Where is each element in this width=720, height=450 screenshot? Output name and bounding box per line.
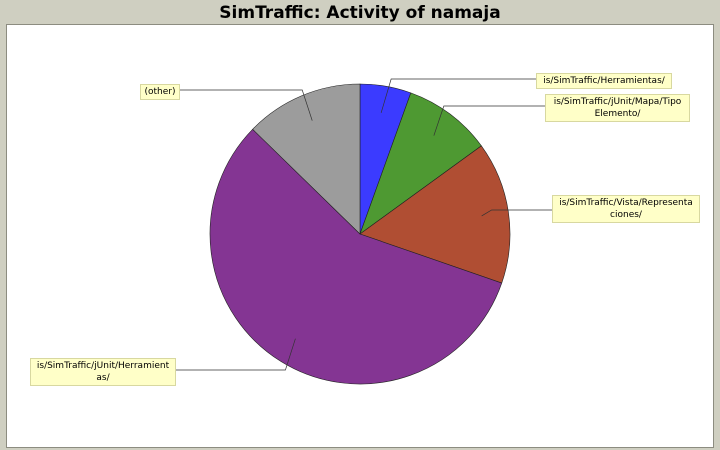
slice-label-text: (other) (144, 87, 176, 97)
pie-slice (359, 92, 482, 235)
slice-label-other: (other) (140, 84, 180, 100)
slice-label-text: is/SimTraffic/Vista/Representa ciones/ (559, 198, 693, 220)
pie-slice (359, 145, 511, 284)
leader-line (380, 78, 536, 113)
pie-slice (209, 128, 503, 385)
chart-title: SimTraffic: Activity of namaja (219, 3, 501, 23)
leader-line (433, 105, 545, 136)
slice-label-text: is/SimTraffic/Herramientas/ (543, 76, 665, 86)
slice-label-vista-representaciones: is/SimTraffic/Vista/Representa ciones/ (552, 195, 700, 223)
slice-label-mapa-tipo-elemento: is/SimTraffic/jUnit/Mapa/Tipo Elemento/ (545, 94, 690, 122)
leader-line (176, 338, 296, 371)
slice-label-junit-herramientas: is/SimTraffic/jUnit/Herramient as/ (30, 358, 176, 386)
leader-line (180, 89, 313, 121)
slice-label-text: is/SimTraffic/jUnit/Mapa/Tipo Elemento/ (553, 97, 682, 119)
slice-label-herramientas: is/SimTraffic/Herramientas/ (536, 73, 672, 89)
leader-line (481, 209, 552, 217)
slice-label-text: is/SimTraffic/jUnit/Herramient as/ (36, 361, 170, 383)
pie-slice (252, 83, 361, 235)
